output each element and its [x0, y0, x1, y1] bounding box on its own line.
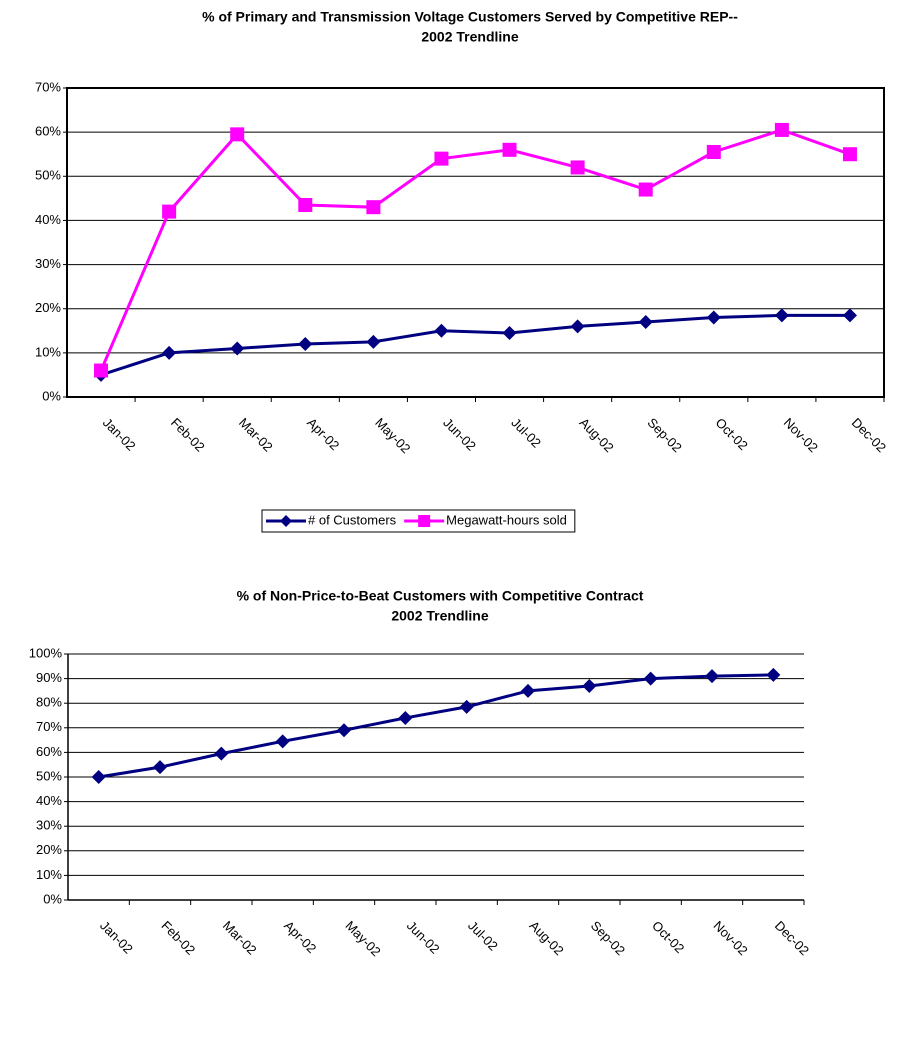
marker — [502, 142, 517, 157]
x-tick-label: Jul-02 — [508, 415, 544, 451]
x-tick-label: Sep-02 — [645, 415, 685, 455]
y-tick-label: 100% — [29, 645, 63, 660]
marker — [94, 363, 109, 378]
y-tick-label: 20% — [35, 300, 61, 315]
marker — [706, 310, 721, 325]
marker — [337, 723, 351, 738]
x-tick-label: Jul-02 — [465, 918, 501, 954]
y-tick-label: 10% — [36, 867, 62, 882]
marker — [366, 200, 381, 215]
marker — [230, 341, 245, 356]
x-tick-label: Apr-02 — [304, 415, 342, 453]
y-tick-label: 80% — [36, 695, 62, 710]
x-tick-label: Aug-02 — [576, 415, 616, 455]
legend-marker — [418, 515, 431, 527]
y-tick-label: 60% — [36, 744, 62, 759]
x-tick-label: Jun-02 — [404, 918, 443, 957]
series-line — [98, 673, 774, 779]
legend: # of Customers Megawatt-hours sold — [261, 509, 576, 533]
marker — [366, 334, 381, 349]
marker — [638, 314, 653, 329]
y-tick-label: 30% — [35, 256, 61, 271]
marker — [434, 323, 449, 338]
legend-marker — [280, 515, 292, 527]
x-tick-label: Mar-02 — [220, 918, 260, 958]
y-tick-label: 30% — [36, 818, 62, 833]
x-tick-label: May-02 — [343, 918, 384, 959]
y-tick-label: 0% — [42, 388, 61, 403]
marker — [162, 345, 177, 360]
legend-label: # of Customers — [308, 512, 397, 527]
y-tick-label: 70% — [36, 719, 62, 734]
y-tick-label: 70% — [35, 79, 61, 94]
x-tick-label: Feb-02 — [168, 415, 208, 455]
marker — [842, 147, 857, 162]
marker — [705, 669, 719, 684]
marker — [398, 710, 413, 725]
marker — [459, 699, 474, 714]
y-tick-label: 0% — [43, 891, 62, 906]
y-tick-label: 50% — [35, 168, 61, 183]
legend-box — [261, 509, 576, 533]
marker — [766, 667, 781, 682]
x-tick-label: Nov-02 — [711, 918, 751, 958]
x-tick-label: Nov-02 — [781, 415, 821, 455]
x-tick-label: May-02 — [372, 415, 413, 456]
series-line — [99, 128, 851, 372]
marker — [153, 760, 167, 775]
chart-title: 2002 Trendline — [421, 29, 518, 45]
x-tick-label: Oct-02 — [713, 415, 751, 453]
x-tick-label: Sep-02 — [588, 918, 628, 958]
marker — [502, 325, 517, 340]
series-line — [100, 313, 850, 377]
marker — [521, 683, 535, 698]
x-tick-label: Dec-02 — [772, 918, 812, 958]
marker — [298, 337, 313, 352]
marker — [842, 308, 857, 323]
y-tick-label: 40% — [36, 793, 62, 808]
x-tick-label: Dec-02 — [849, 415, 889, 455]
y-tick-label: 50% — [36, 768, 62, 783]
chart-title: % of Primary and Transmission Voltage Cu… — [202, 9, 738, 25]
y-tick-label: 40% — [35, 212, 61, 227]
marker — [298, 197, 313, 212]
marker — [774, 308, 789, 323]
x-tick-label: Jan-02 — [97, 918, 136, 957]
marker — [643, 671, 658, 686]
x-tick-label: Aug-02 — [527, 918, 567, 958]
y-tick-label: 60% — [35, 124, 61, 139]
x-tick-label: Feb-02 — [159, 918, 199, 958]
chart-title: % of Non-Price-to-Beat Customers with Co… — [237, 588, 644, 604]
y-tick-label: 20% — [36, 842, 62, 857]
marker — [706, 145, 721, 160]
x-tick-label: Apr-02 — [281, 918, 319, 956]
y-tick-label: 90% — [36, 670, 62, 685]
x-tick-label: Mar-02 — [236, 415, 276, 455]
marker — [582, 678, 597, 693]
x-tick-label: Jan-02 — [100, 415, 139, 454]
legend-label: Megawatt-hours sold — [446, 512, 567, 527]
marker — [162, 204, 177, 219]
x-tick-label: Jun-02 — [440, 415, 479, 454]
marker — [230, 127, 245, 142]
marker — [434, 151, 449, 166]
marker — [570, 160, 585, 175]
x-tick-label: Oct-02 — [649, 918, 687, 956]
marker — [91, 770, 106, 784]
y-tick-label: 10% — [35, 344, 61, 359]
marker — [638, 182, 653, 197]
marker — [214, 746, 229, 761]
marker — [275, 734, 290, 749]
marker — [774, 122, 789, 137]
marker — [570, 319, 585, 334]
chart-title: 2002 Trendline — [391, 608, 488, 624]
